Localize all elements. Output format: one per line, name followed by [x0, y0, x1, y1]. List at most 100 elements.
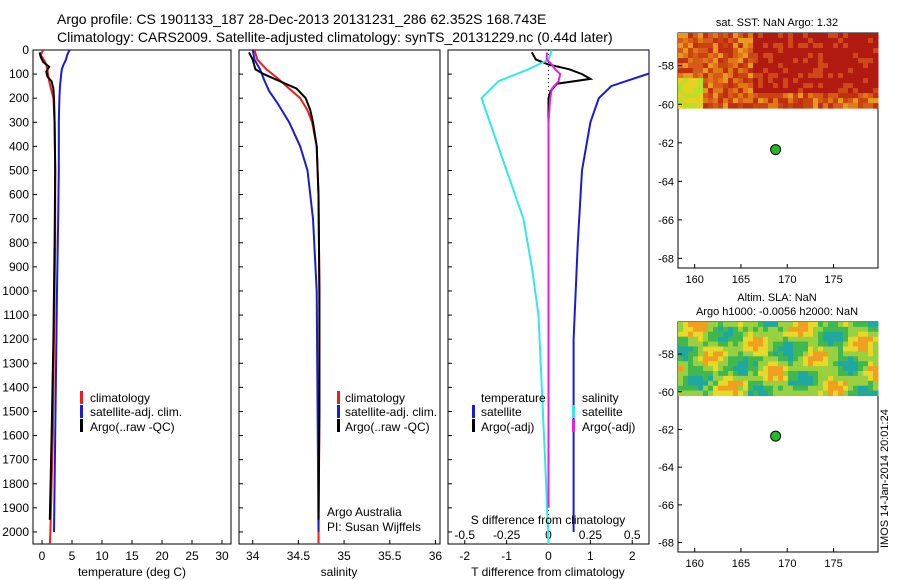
field-cell — [803, 356, 809, 362]
depth-tick-label: 200 — [9, 91, 29, 105]
field-cell — [843, 68, 849, 74]
field-cell — [788, 93, 794, 99]
field-cell — [853, 361, 859, 367]
field-cell — [803, 375, 809, 382]
field-cell — [768, 48, 774, 54]
field-cell — [813, 58, 819, 64]
field-cell — [778, 390, 784, 397]
field-cell — [858, 88, 864, 94]
field-cell — [703, 375, 709, 382]
field-cell — [783, 326, 789, 333]
field-cell — [778, 48, 784, 54]
field-cell — [788, 385, 794, 392]
field-cell — [768, 361, 774, 367]
field-cell — [768, 322, 774, 328]
field-cell — [783, 375, 789, 382]
field-cell — [698, 73, 704, 79]
field-cell — [788, 83, 794, 89]
field-cell — [803, 43, 809, 49]
field-cell — [803, 78, 809, 84]
sst-map-axes: -58 -60 -62 -64 -66 -68 160 165 170 175 — [658, 61, 843, 286]
field-cell — [783, 341, 789, 348]
field-cell — [793, 83, 799, 89]
field-cell — [873, 346, 879, 352]
field-cell — [728, 58, 734, 64]
field-cell — [813, 93, 819, 99]
field-cell — [723, 385, 729, 392]
field-cell — [688, 73, 694, 79]
field-cell — [728, 326, 734, 333]
depth-tick-label: 1400 — [2, 380, 29, 394]
field-cell — [738, 58, 744, 64]
field-cell — [863, 53, 869, 59]
field-cell — [748, 356, 754, 362]
field-cell — [868, 48, 874, 54]
field-cell — [873, 331, 879, 338]
field-cell — [838, 98, 844, 104]
field-cell — [753, 375, 759, 382]
field-cell — [718, 93, 724, 99]
field-cell — [848, 322, 854, 328]
field-cell — [698, 390, 704, 397]
field-cell — [708, 38, 714, 44]
field-cell — [858, 361, 864, 367]
field-cell — [823, 371, 829, 377]
field-cell — [708, 346, 714, 352]
field-cell — [833, 341, 839, 348]
field-cell — [703, 390, 709, 397]
field-cell — [803, 385, 809, 392]
lat-tick-label: -60 — [658, 99, 674, 111]
field-cell — [798, 380, 804, 387]
field-cell — [708, 375, 714, 382]
field-cell — [783, 361, 789, 367]
field-cell — [678, 98, 684, 104]
field-cell — [778, 88, 784, 94]
field-cell — [798, 336, 804, 343]
field-cell — [728, 385, 734, 392]
field-cell — [773, 93, 779, 99]
field-cell — [753, 88, 759, 94]
s-tick-label: 0.25 — [579, 528, 603, 542]
field-cell — [733, 356, 739, 362]
field-cell — [788, 88, 794, 94]
field-cell — [853, 356, 859, 362]
field-cell — [688, 68, 694, 74]
field-cell — [733, 63, 739, 69]
field-cell — [748, 322, 754, 328]
field-cell — [818, 336, 824, 343]
s-tick-label: -0.25 — [493, 528, 521, 542]
field-cell — [743, 356, 749, 362]
field-cell — [793, 33, 799, 39]
field-cell — [718, 78, 724, 84]
field-cell — [743, 98, 749, 104]
field-cell — [838, 53, 844, 59]
field-cell — [778, 346, 784, 352]
field-cell — [713, 390, 719, 397]
field-cell — [828, 375, 834, 382]
field-cell — [788, 98, 794, 104]
field-cell — [798, 351, 804, 357]
field-cell — [793, 103, 799, 109]
field-cell — [828, 83, 834, 89]
field-cell — [678, 336, 684, 343]
field-cell — [723, 38, 729, 44]
depth-tick-label: 100 — [9, 67, 29, 81]
field-cell — [768, 88, 774, 94]
field-cell — [838, 33, 844, 39]
field-cell — [843, 385, 849, 392]
field-cell — [683, 73, 689, 79]
depth-tick-label: 700 — [9, 212, 29, 226]
field-cell — [813, 103, 819, 109]
field-cell — [763, 93, 769, 99]
field-cell — [758, 98, 764, 104]
field-cell — [868, 375, 874, 382]
field-cell — [803, 58, 809, 64]
header-line-1: Argo profile: CS 1901133_187 28-Dec-2013… — [57, 11, 546, 27]
field-cell — [788, 73, 794, 79]
field-cell — [723, 93, 729, 99]
field-cell — [713, 366, 719, 372]
field-cell — [828, 390, 834, 397]
x-tick-label: 35.5 — [378, 549, 402, 563]
field-cell — [823, 63, 829, 69]
field-cell — [683, 336, 689, 343]
